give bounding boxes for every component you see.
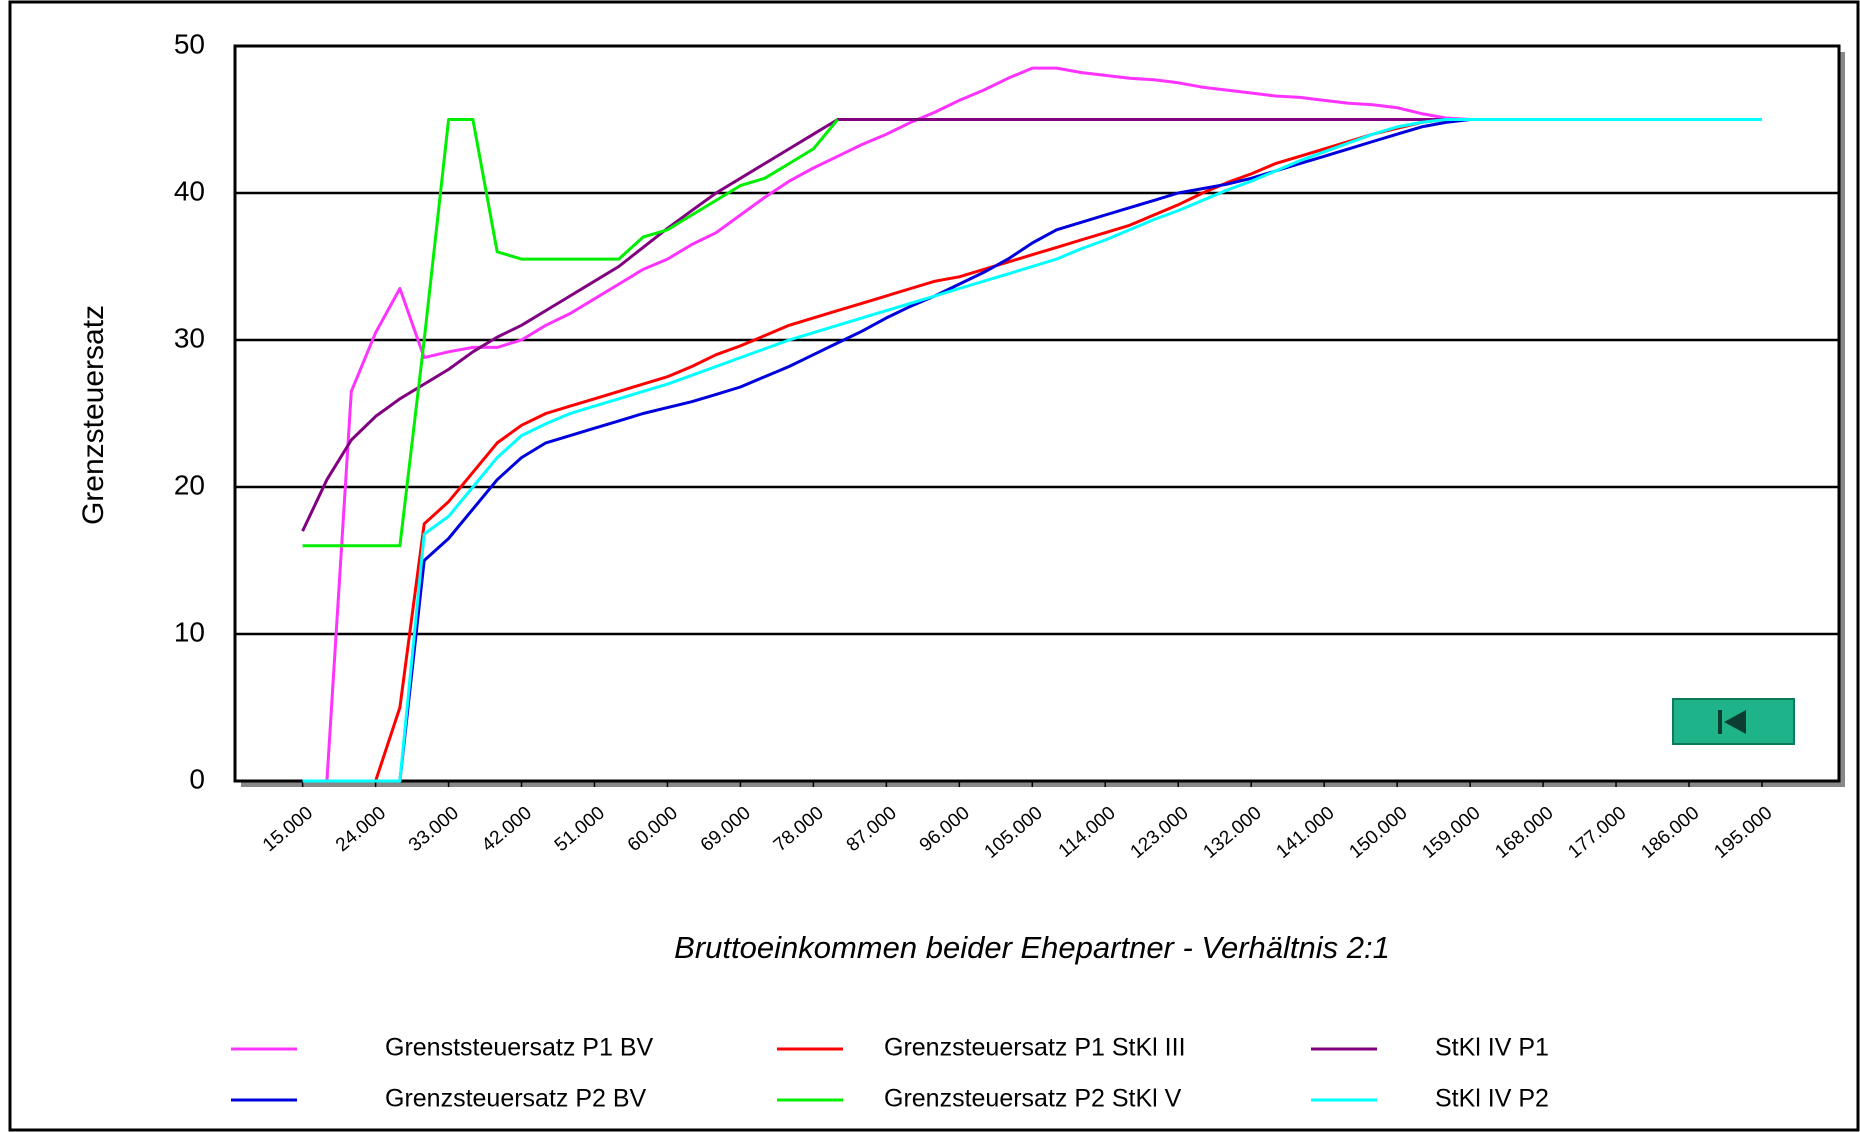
series-line bbox=[302, 66, 1471, 783]
x-tick-label: 69.000 bbox=[697, 803, 755, 856]
y-tick-label: 40 bbox=[174, 175, 205, 206]
x-tick-label: 132.000 bbox=[1200, 803, 1266, 863]
x-tick-label: 150.000 bbox=[1345, 803, 1411, 863]
series-line bbox=[302, 118, 1495, 783]
x-tick-label: 51.000 bbox=[551, 803, 609, 856]
legend-label: StKl IV P2 bbox=[1435, 1085, 1549, 1113]
x-tick-label: 168.000 bbox=[1491, 803, 1557, 863]
legend-label: Grenzsteuersatz P1 StKl III bbox=[884, 1034, 1186, 1062]
plot-area bbox=[233, 44, 1841, 783]
legend-label: Grenststeuersatz P1 BV bbox=[385, 1034, 654, 1062]
series-line bbox=[302, 118, 1762, 783]
button-icon-arrow bbox=[1724, 710, 1746, 734]
y-tick-label: 0 bbox=[189, 763, 205, 794]
series-line bbox=[302, 118, 839, 548]
button-icon-bar bbox=[1718, 710, 1722, 734]
legend-label: Grenzsteuersatz P2 BV bbox=[385, 1085, 647, 1113]
x-tick-label: 186.000 bbox=[1637, 803, 1703, 863]
x-tick-label: 105.000 bbox=[981, 803, 1047, 863]
y-tick-label: 50 bbox=[174, 28, 205, 59]
legend-label: StKl IV P1 bbox=[1435, 1034, 1549, 1062]
y-tick-label: 20 bbox=[174, 469, 205, 500]
x-axis-label: Bruttoeinkommen beider Ehepartner - Verh… bbox=[674, 930, 1390, 965]
legend-label: Grenzsteuersatz P2 StKl V bbox=[884, 1085, 1182, 1113]
x-tick-label: 87.000 bbox=[843, 803, 901, 856]
x-tick-label: 33.000 bbox=[405, 803, 463, 856]
x-tick-label: 60.000 bbox=[624, 803, 682, 856]
x-tick-label: 24.000 bbox=[332, 803, 390, 856]
series-line bbox=[301, 118, 1471, 532]
back-button[interactable] bbox=[1672, 698, 1795, 745]
y-tick-label: 10 bbox=[174, 616, 205, 647]
series-line bbox=[302, 118, 1471, 783]
x-tick-label: 96.000 bbox=[916, 803, 974, 856]
x-tick-label: 141.000 bbox=[1272, 803, 1338, 863]
x-tick-label: 42.000 bbox=[478, 803, 536, 856]
x-tick-label: 78.000 bbox=[770, 803, 828, 856]
x-tick-label: 15.000 bbox=[259, 803, 317, 856]
x-tick-label: 177.000 bbox=[1564, 803, 1630, 863]
x-tick-label: 114.000 bbox=[1055, 803, 1120, 862]
x-tick-label: 159.000 bbox=[1418, 803, 1484, 863]
y-tick-label: 30 bbox=[174, 322, 205, 353]
x-tick-label: 195.000 bbox=[1710, 803, 1776, 863]
outer-frame bbox=[8, 0, 1860, 1132]
y-axis-label: Grenzsteuersatz bbox=[77, 305, 110, 525]
x-tick-label: 123.000 bbox=[1127, 803, 1193, 863]
